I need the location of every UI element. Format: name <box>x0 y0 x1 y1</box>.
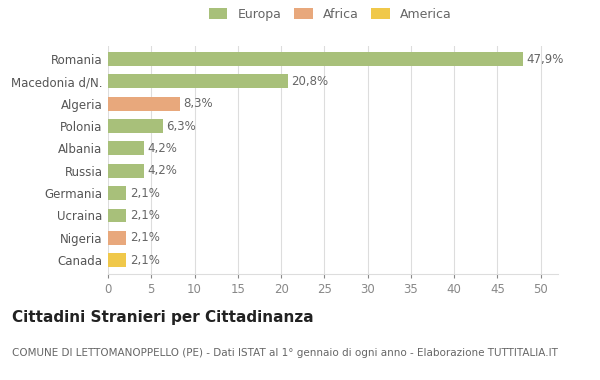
Bar <box>108 74 288 88</box>
Bar <box>108 186 126 200</box>
Bar <box>108 209 126 222</box>
Text: 8,3%: 8,3% <box>183 97 213 110</box>
Text: 4,2%: 4,2% <box>148 142 178 155</box>
Text: 2,1%: 2,1% <box>130 231 160 244</box>
Bar <box>108 52 523 66</box>
Text: 4,2%: 4,2% <box>148 164 178 177</box>
Text: 6,3%: 6,3% <box>166 120 196 133</box>
Text: 2,1%: 2,1% <box>130 209 160 222</box>
Bar <box>108 253 126 267</box>
Text: 20,8%: 20,8% <box>292 75 329 88</box>
Bar <box>108 231 126 245</box>
Text: Cittadini Stranieri per Cittadinanza: Cittadini Stranieri per Cittadinanza <box>12 310 314 325</box>
Text: 47,9%: 47,9% <box>526 52 563 65</box>
Bar <box>108 119 163 133</box>
Legend: Europa, Africa, America: Europa, Africa, America <box>209 8 451 21</box>
Bar <box>108 164 145 178</box>
Text: 2,1%: 2,1% <box>130 187 160 200</box>
Text: COMUNE DI LETTOMANOPPELLO (PE) - Dati ISTAT al 1° gennaio di ogni anno - Elabora: COMUNE DI LETTOMANOPPELLO (PE) - Dati IS… <box>12 348 558 358</box>
Text: 2,1%: 2,1% <box>130 254 160 267</box>
Bar <box>108 141 145 155</box>
Bar <box>108 97 180 111</box>
